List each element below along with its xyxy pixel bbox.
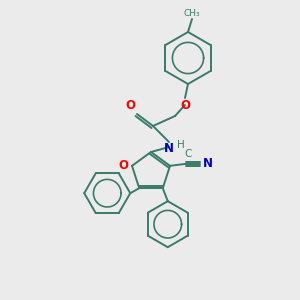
Text: O: O <box>180 99 190 112</box>
Text: CH₃: CH₃ <box>184 9 200 18</box>
Text: C: C <box>184 149 192 159</box>
Text: N: N <box>164 142 174 155</box>
Text: O: O <box>125 99 135 112</box>
Text: O: O <box>118 159 128 172</box>
Text: N: N <box>203 157 213 170</box>
Text: H: H <box>177 140 185 150</box>
